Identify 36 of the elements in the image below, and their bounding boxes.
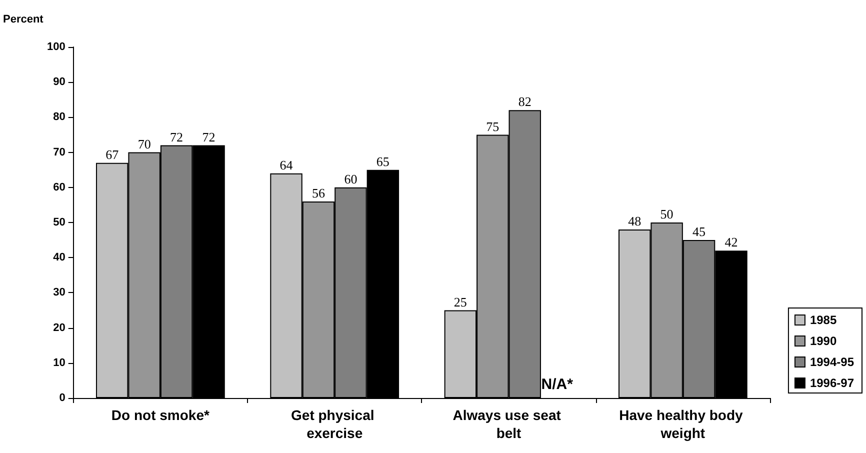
legend-label: 1985 — [810, 313, 837, 327]
x-tick-label: Do not smoke* — [111, 407, 210, 423]
y-tick-label: 90 — [53, 76, 66, 88]
data-label: 65 — [376, 154, 390, 169]
data-label: 50 — [660, 206, 674, 222]
y-tick-label: 40 — [53, 252, 66, 264]
y-tick-label: 100 — [46, 41, 66, 53]
data-label: 67 — [106, 146, 120, 162]
data-label: 64 — [280, 157, 294, 172]
legend-label: 1996-97 — [810, 376, 854, 390]
legend-label: 1994-95 — [810, 355, 854, 369]
x-tick-label: Get physical exercise — [291, 407, 378, 441]
y-tick-label: 20 — [53, 322, 66, 334]
data-label: 25 — [454, 294, 467, 310]
y-tick-label: 80 — [53, 111, 66, 124]
data-label: 42 — [724, 234, 738, 250]
y-tick-label: 0 — [59, 392, 66, 404]
annotation: N/A* — [541, 376, 574, 393]
data-label: 70 — [138, 136, 151, 152]
y-tick-label: 70 — [53, 146, 66, 158]
data-label: 48 — [628, 214, 642, 229]
x-tick-label: Always use seat belt — [452, 407, 565, 441]
data-label: 45 — [692, 224, 706, 240]
data-label: 72 — [170, 129, 184, 144]
y-tick-label: 10 — [53, 356, 66, 369]
data-label: 56 — [312, 185, 326, 200]
data-label: 82 — [518, 94, 532, 110]
y-tick-label: 60 — [53, 181, 66, 194]
legend-label: 1990 — [810, 334, 837, 348]
y-tick-label: 30 — [53, 286, 66, 299]
data-label: 60 — [344, 171, 358, 186]
y-axis-title: Percent — [2, 14, 44, 26]
data-label: 75 — [486, 118, 500, 134]
x-tick-label: Have healthy body weight — [619, 407, 747, 441]
y-tick-label: 50 — [53, 216, 66, 228]
data-label: 72 — [202, 129, 216, 144]
